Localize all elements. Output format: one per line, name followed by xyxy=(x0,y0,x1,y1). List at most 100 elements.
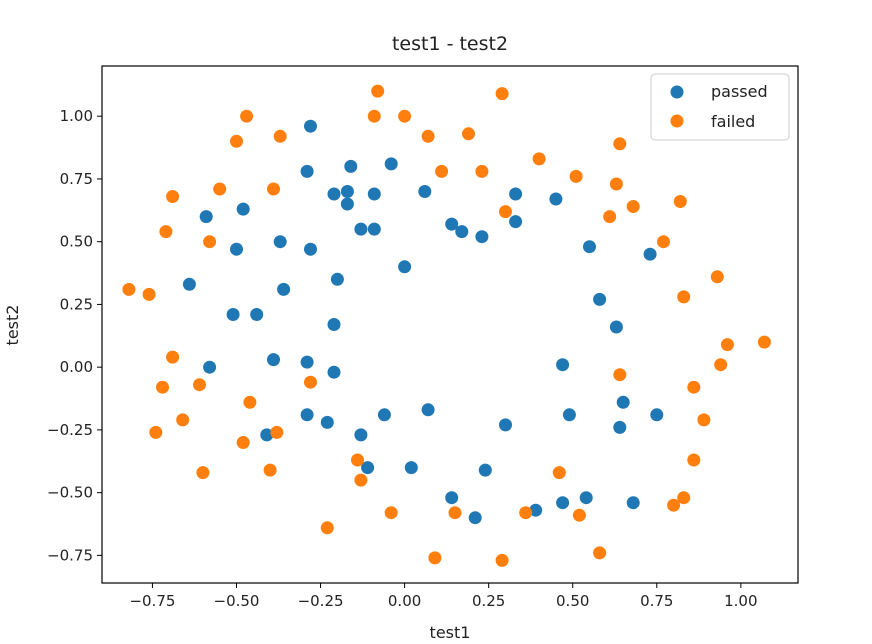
y-tick-label-2: −0.25 xyxy=(47,421,93,439)
y-tick-label-6: 0.75 xyxy=(60,170,93,188)
x-axis-ticks: −0.75 −0.50 −0.25 0.00 0.25 0.50 0.75 1.00 xyxy=(129,583,758,610)
point-passed-4 xyxy=(340,185,354,198)
point-failed-53 xyxy=(448,506,462,520)
point-passed-0 xyxy=(304,119,317,133)
x-tick-label-1: −0.50 xyxy=(214,592,260,610)
point-passed-53 xyxy=(468,511,482,525)
point-failed-26 xyxy=(122,282,136,296)
point-passed-37 xyxy=(556,358,570,372)
point-passed-26 xyxy=(398,260,412,274)
point-passed-17 xyxy=(583,240,596,254)
point-passed-16 xyxy=(549,192,563,206)
point-passed-51 xyxy=(478,463,492,477)
x-axis-label: test1 xyxy=(430,623,471,642)
point-passed-27 xyxy=(182,277,196,291)
point-failed-11 xyxy=(435,164,449,178)
point-failed-17 xyxy=(166,190,180,203)
point-passed-20 xyxy=(609,320,623,334)
point-failed-9 xyxy=(613,137,627,151)
point-passed-47 xyxy=(260,428,274,442)
point-failed-18 xyxy=(673,195,687,208)
point-passed-33 xyxy=(203,360,217,374)
x-tick-label-7: 1.00 xyxy=(724,592,757,610)
point-passed-18 xyxy=(643,247,657,261)
point-passed-56 xyxy=(579,491,593,505)
point-failed-52 xyxy=(384,506,398,520)
point-failed-6 xyxy=(273,129,287,143)
point-failed-1 xyxy=(367,109,381,123)
point-passed-5 xyxy=(327,187,341,201)
y-axis-label: test2 xyxy=(3,305,22,346)
point-failed-49 xyxy=(354,473,368,487)
point-passed-44 xyxy=(616,395,630,409)
point-passed-23 xyxy=(230,242,243,256)
legend-marker-failed xyxy=(670,114,684,128)
point-passed-43 xyxy=(562,408,576,422)
point-failed-40 xyxy=(697,413,711,427)
point-failed-15 xyxy=(213,182,227,196)
chart-title: test1 - test2 xyxy=(392,33,508,55)
point-failed-16 xyxy=(267,182,280,196)
legend-label-passed: passed xyxy=(711,82,768,101)
legend-label-failed: failed xyxy=(711,112,755,131)
point-passed-24 xyxy=(273,235,287,249)
point-failed-7 xyxy=(421,129,435,143)
point-failed-38 xyxy=(243,395,257,409)
point-failed-32 xyxy=(714,358,728,372)
point-passed-36 xyxy=(327,365,341,379)
point-failed-30 xyxy=(720,338,734,352)
point-failed-21 xyxy=(499,205,512,219)
point-passed-12 xyxy=(455,225,469,239)
point-passed-2 xyxy=(344,159,358,173)
point-passed-57 xyxy=(626,496,640,510)
point-passed-30 xyxy=(226,308,240,321)
x-tick-label-4: 0.25 xyxy=(472,592,505,610)
point-passed-34 xyxy=(267,353,280,367)
point-failed-28 xyxy=(677,290,691,304)
point-passed-48 xyxy=(354,428,368,442)
point-passed-52 xyxy=(445,491,459,505)
point-passed-54 xyxy=(529,503,543,517)
point-failed-34 xyxy=(613,368,627,382)
point-failed-41 xyxy=(149,425,163,439)
point-failed-47 xyxy=(552,466,566,480)
point-passed-6 xyxy=(367,187,381,201)
point-failed-43 xyxy=(236,436,250,449)
point-failed-56 xyxy=(320,521,334,535)
point-failed-51 xyxy=(667,498,681,512)
point-passed-1 xyxy=(300,164,314,178)
point-passed-41 xyxy=(421,403,435,417)
point-failed-54 xyxy=(519,506,533,520)
point-passed-10 xyxy=(418,185,432,198)
y-tick-label-0: −0.75 xyxy=(47,546,93,564)
point-passed-25 xyxy=(304,242,317,256)
legend-marker-passed xyxy=(670,85,684,99)
point-passed-31 xyxy=(250,308,264,321)
point-failed-13 xyxy=(569,169,583,183)
point-failed-24 xyxy=(657,235,670,249)
point-failed-25 xyxy=(710,270,724,284)
point-failed-0 xyxy=(240,109,254,123)
point-passed-40 xyxy=(377,408,391,422)
legend-box xyxy=(650,73,790,141)
point-failed-46 xyxy=(263,463,277,477)
point-failed-35 xyxy=(193,378,206,392)
y-tick-label-4: 0.25 xyxy=(60,295,93,313)
point-failed-27 xyxy=(142,287,156,301)
point-failed-22 xyxy=(159,225,173,239)
point-failed-39 xyxy=(176,413,190,427)
point-failed-58 xyxy=(428,551,442,565)
points-layer xyxy=(122,84,771,567)
point-failed-14 xyxy=(609,177,623,191)
point-passed-3 xyxy=(384,157,398,171)
x-tick-label-2: −0.25 xyxy=(298,592,344,610)
point-passed-15 xyxy=(509,215,523,229)
y-axis-ticks: −0.75 −0.50 −0.25 0.00 0.25 0.50 0.75 1.00 xyxy=(47,107,102,564)
point-failed-48 xyxy=(196,466,210,480)
point-failed-5 xyxy=(230,134,243,148)
y-tick-label-3: 0.00 xyxy=(60,358,93,376)
point-passed-45 xyxy=(650,408,664,422)
point-failed-29 xyxy=(757,335,771,349)
x-tick-label-3: 0.00 xyxy=(388,592,421,610)
point-failed-12 xyxy=(475,164,489,178)
